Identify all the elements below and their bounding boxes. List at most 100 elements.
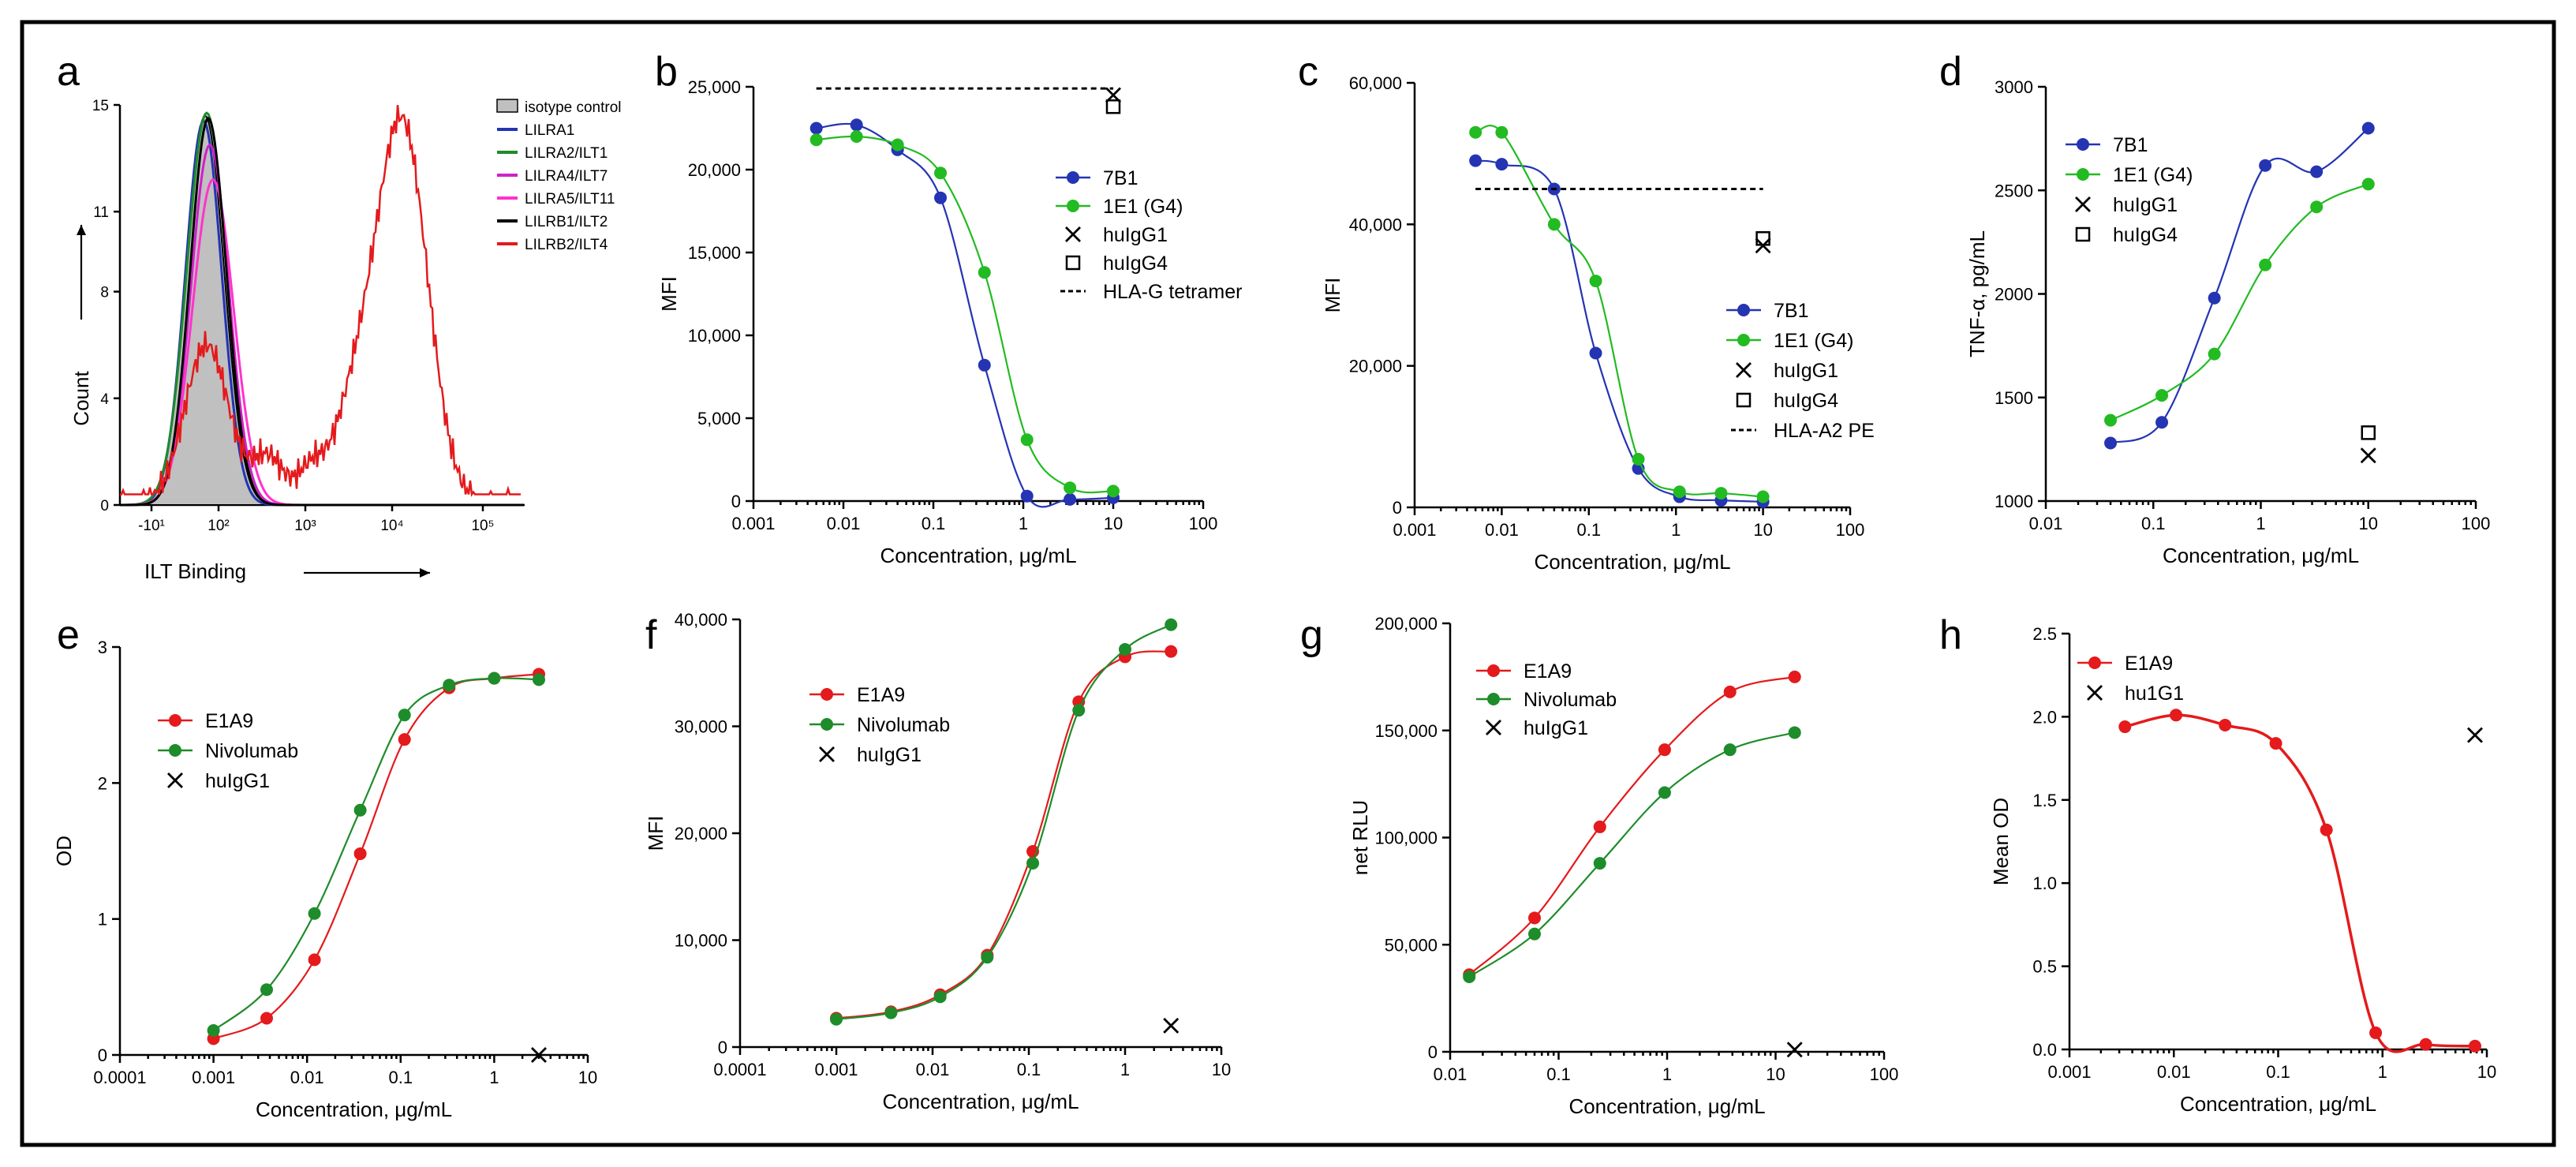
x-tick-label: 1 bbox=[2256, 514, 2265, 533]
fit-curve-7b1 bbox=[816, 122, 1114, 508]
data-point-nivolumab bbox=[1788, 726, 1801, 739]
legend-label: 7B1 bbox=[2113, 134, 2148, 156]
y-tick-label: 40,000 bbox=[1349, 215, 1402, 234]
fit-curve-nivolumab bbox=[836, 623, 1172, 1020]
panel-letter-b: b bbox=[655, 49, 678, 95]
data-point-e1a9 bbox=[2419, 1038, 2432, 1051]
y-tick-label: 200,000 bbox=[1374, 614, 1438, 634]
data-point-nivolumab bbox=[1026, 856, 1040, 870]
legend-marker bbox=[1486, 720, 1501, 735]
data-point-nivolumab bbox=[488, 671, 501, 685]
x-tick-label: 10 bbox=[578, 1068, 597, 1087]
x-tick-label: 10 bbox=[1753, 520, 1772, 540]
data-point-1e1--g4- bbox=[934, 166, 948, 180]
legend-entry: HLA-G tetramer bbox=[1060, 281, 1242, 303]
data-point-e1a9 bbox=[1165, 645, 1178, 658]
legend-label: LILRA5/ILT11 bbox=[525, 191, 615, 208]
y-tick-label: 0.0 bbox=[2032, 1040, 2057, 1060]
data-point-1e1--g4- bbox=[1107, 484, 1120, 498]
data-point-7b1 bbox=[978, 358, 991, 372]
legend-label: hu1G1 bbox=[2125, 683, 2184, 705]
legend-entry: Nivolumab bbox=[158, 740, 298, 762]
legend-entry: E1A9 bbox=[809, 684, 905, 706]
x-tick-label: 0.01 bbox=[827, 514, 861, 533]
legend-entry: 7B1 bbox=[2066, 134, 2148, 156]
data-point-1e1--g4- bbox=[1020, 433, 1034, 447]
data-point-nivolumab bbox=[884, 1006, 898, 1019]
legend-label: huIgG4 bbox=[2113, 224, 2178, 246]
y-axis-arrowhead bbox=[77, 225, 86, 235]
data-point-huigg1 bbox=[1163, 1017, 1180, 1034]
panel-h: h 0.001 0.01 0.1 1 10 0.0 0.5 1.0 1.5 2.0 2.5 Concen… bbox=[1939, 612, 2496, 1116]
y-tick-label: 1.5 bbox=[2032, 791, 2057, 810]
x-tick-label: 0.001 bbox=[192, 1068, 235, 1087]
data-point-nivolumab bbox=[981, 951, 994, 964]
legend-entry: huIgG1 bbox=[167, 770, 270, 792]
legend-label: E1A9 bbox=[2125, 653, 2173, 675]
data-point-1e1--g4- bbox=[1756, 490, 1770, 503]
data-point-nivolumab bbox=[1072, 704, 1086, 717]
data-point-nivolumab bbox=[830, 1012, 843, 1026]
legend-marker bbox=[169, 714, 181, 727]
data-point-1e1--g4- bbox=[1589, 275, 1602, 288]
legend-marker bbox=[1067, 200, 1079, 212]
x-tick-label: -10¹ bbox=[138, 518, 165, 534]
data-point-1e1--g4- bbox=[2361, 178, 2375, 191]
data-point-huigg1 bbox=[2360, 447, 2376, 464]
fit-curve-e1a9 bbox=[213, 673, 540, 1040]
x-tick-label: 1 bbox=[1120, 1060, 1130, 1079]
data-point-1e1--g4- bbox=[2310, 200, 2324, 214]
legend-entry: isotype control bbox=[496, 99, 622, 116]
legend-entry: huIgG1 bbox=[1486, 717, 1588, 739]
lilrb2-histogram bbox=[120, 105, 521, 497]
legend-marker bbox=[819, 746, 835, 762]
y-tick-label: 1500 bbox=[1995, 388, 2033, 408]
legend-label: 7B1 bbox=[1774, 300, 1808, 322]
y-tick-label: 5,000 bbox=[697, 409, 741, 428]
legend-entry: 1E1 (G4) bbox=[2066, 164, 2193, 186]
legend-marker bbox=[2077, 168, 2089, 181]
data-point-1e1--g4- bbox=[809, 133, 823, 147]
y-tick-label: 1 bbox=[98, 910, 107, 929]
data-point-nivolumab bbox=[353, 803, 367, 817]
data-point-nivolumab bbox=[443, 679, 456, 692]
data-point-7b1 bbox=[1064, 492, 1077, 506]
legend-entry: 1E1 (G4) bbox=[1056, 196, 1183, 218]
data-point-nivolumab bbox=[1723, 743, 1737, 757]
legend-label: isotype control bbox=[525, 99, 622, 116]
x-tick-label: 100 bbox=[2462, 514, 2491, 533]
x-tick-label: 10 bbox=[1212, 1060, 1231, 1079]
data-point-1e1--g4- bbox=[2155, 389, 2169, 402]
data-point-e1a9 bbox=[308, 953, 321, 967]
lilrb1-histogram bbox=[119, 116, 524, 507]
y-axis-label: OD bbox=[52, 836, 76, 866]
x-axis-label: Concentration, μg/mL bbox=[880, 544, 1076, 567]
legend-entry: huIgG1 bbox=[2075, 194, 2178, 216]
legend-marker bbox=[1736, 362, 1752, 378]
data-point-huigg1 bbox=[1786, 1042, 1803, 1058]
x-tick-label: 0.01 bbox=[2029, 514, 2063, 533]
y-tick-label: 2.5 bbox=[2032, 624, 2057, 644]
x-axis-label: Concentration, μg/mL bbox=[2180, 1092, 2376, 1116]
data-point-1e1--g4- bbox=[2259, 258, 2272, 271]
panel-letter-h: h bbox=[1939, 612, 1962, 658]
data-point-1e1--g4- bbox=[1469, 125, 1482, 139]
legend-label: 1E1 (G4) bbox=[1103, 196, 1183, 218]
data-point-1e1--g4- bbox=[1495, 125, 1509, 139]
data-point-nivolumab bbox=[1119, 642, 1131, 656]
x-tick-label: 0.01 bbox=[916, 1060, 950, 1079]
y-tick-label: 2.0 bbox=[2032, 707, 2057, 727]
y-tick-label: 0 bbox=[1393, 498, 1402, 518]
x-tick-label: 0.01 bbox=[2157, 1062, 2191, 1082]
legend-label: E1A9 bbox=[1524, 660, 1572, 683]
data-point-7b1 bbox=[1020, 489, 1034, 503]
legend-label: huIgG1 bbox=[1774, 360, 1838, 382]
data-point-1e1--g4- bbox=[978, 266, 991, 279]
x-tick-label: 0.1 bbox=[1017, 1060, 1041, 1079]
x-axis-label: Concentration, μg/mL bbox=[1534, 550, 1730, 574]
legend-entry: LILRA4/ILT7 bbox=[497, 168, 608, 185]
x-axis-label: Concentration, μg/mL bbox=[256, 1098, 452, 1121]
data-point-1e1--g4- bbox=[1064, 481, 1077, 495]
fit-curve-nivolumab bbox=[1468, 731, 1795, 978]
data-point-1e1--g4- bbox=[850, 130, 863, 143]
